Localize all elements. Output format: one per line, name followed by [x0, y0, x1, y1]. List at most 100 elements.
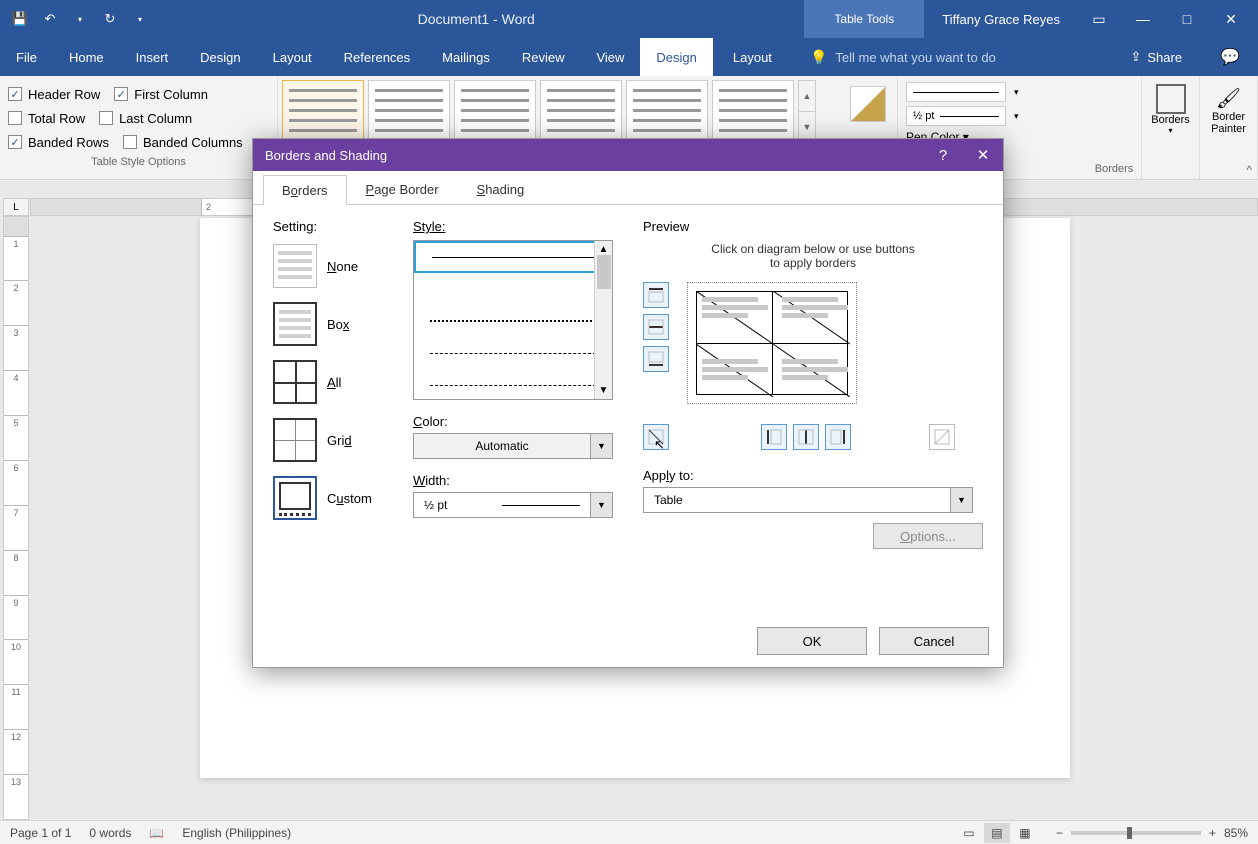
share-button[interactable]: ⇪ Share: [1110, 49, 1202, 65]
minimize-icon[interactable]: —: [1122, 0, 1164, 38]
check-banded-rows-label: Banded Rows: [28, 135, 109, 150]
scrollbar-thumb[interactable]: [597, 255, 611, 289]
table-style-thumb[interactable]: [454, 80, 536, 142]
zoom-thumb[interactable]: [1127, 827, 1132, 839]
status-words[interactable]: 0 words: [89, 826, 131, 840]
apply-to-dropdown-icon[interactable]: ▼: [950, 488, 972, 512]
tab-layout[interactable]: Layout: [257, 38, 328, 76]
user-name[interactable]: Tiffany Grace Reyes: [924, 12, 1078, 27]
pen-weight-combo[interactable]: ½ pt: [906, 106, 1006, 126]
qat-customize-icon[interactable]: ▾: [132, 11, 148, 27]
table-style-thumb[interactable]: [540, 80, 622, 142]
style-scrollbar[interactable]: ▲▼: [594, 241, 612, 399]
apply-to-combo[interactable]: Table▼: [643, 487, 973, 513]
table-style-thumb[interactable]: [626, 80, 708, 142]
view-web-icon[interactable]: ▦: [1012, 823, 1038, 843]
close-icon[interactable]: ✕: [1210, 0, 1252, 38]
check-header-row[interactable]: ✓Header Row: [8, 82, 100, 106]
check-last-column[interactable]: Last Column: [99, 106, 192, 130]
border-top-button[interactable]: [643, 282, 669, 308]
options-button[interactable]: Options...: [873, 523, 983, 549]
tab-references[interactable]: References: [328, 38, 426, 76]
check-banded-rows[interactable]: ✓Banded Rows: [8, 130, 109, 154]
border-diag-up-button[interactable]: [929, 424, 955, 450]
dialog-tab-shading[interactable]: Shading: [458, 174, 544, 204]
style-option-dotted[interactable]: [414, 305, 612, 337]
tab-view[interactable]: View: [580, 38, 640, 76]
color-combo[interactable]: Automatic▼: [413, 433, 613, 459]
setting-grid[interactable]: Grid: [273, 418, 413, 462]
ribbon-display-icon[interactable]: ▭: [1078, 0, 1120, 38]
border-style-sample[interactable]: [906, 82, 1006, 102]
style-listbox[interactable]: ▲▼: [413, 240, 613, 400]
style-option-blank[interactable]: [414, 273, 612, 305]
zoom-in-button[interactable]: +: [1209, 826, 1216, 840]
tell-me-input[interactable]: 💡 Tell me what you want to do: [792, 49, 1111, 66]
shading-icon[interactable]: [850, 86, 886, 122]
dialog-tab-borders[interactable]: Borders: [263, 175, 347, 205]
status-page[interactable]: Page 1 of 1: [10, 826, 71, 840]
undo-dropdown-icon[interactable]: ▾: [72, 11, 88, 27]
setting-grid-label: Grid: [327, 433, 352, 448]
ruler-corner[interactable]: L: [3, 198, 29, 216]
dialog-close-icon[interactable]: ✕: [963, 139, 1003, 171]
color-dropdown-icon[interactable]: ▼: [590, 434, 612, 458]
save-icon[interactable]: 💾: [12, 11, 28, 27]
style-option-dashdot[interactable]: [414, 369, 612, 401]
table-style-thumb[interactable]: [712, 80, 794, 142]
border-middle-h-button[interactable]: [643, 314, 669, 340]
setting-box[interactable]: Box: [273, 302, 413, 346]
zoom-slider[interactable]: [1071, 831, 1201, 835]
width-combo[interactable]: ½ pt▼: [413, 492, 613, 518]
check-first-column[interactable]: ✓First Column: [114, 82, 208, 106]
dialog-tab-page-border[interactable]: Page Border: [347, 174, 458, 204]
tab-mailings[interactable]: Mailings: [426, 38, 506, 76]
width-dropdown-icon[interactable]: ▼: [590, 493, 612, 517]
spell-check-icon[interactable]: 📖: [149, 826, 164, 840]
border-style-dropdown-icon[interactable]: ▾: [1014, 87, 1019, 98]
border-middle-v-button[interactable]: [793, 424, 819, 450]
style-option-dashed[interactable]: [414, 337, 612, 369]
view-read-icon[interactable]: ▭: [956, 823, 982, 843]
setting-all[interactable]: All: [273, 360, 413, 404]
scroll-up-icon[interactable]: ▲: [799, 81, 815, 112]
zoom-value[interactable]: 85%: [1224, 826, 1248, 840]
zoom-out-button[interactable]: −: [1056, 826, 1063, 840]
scroll-up-icon[interactable]: ▲: [599, 244, 609, 255]
view-print-icon[interactable]: ▤: [984, 823, 1010, 843]
borders-dropdown-icon[interactable]: ▾: [1168, 126, 1172, 135]
border-left-button[interactable]: [761, 424, 787, 450]
check-header-row-label: Header Row: [28, 87, 100, 102]
redo-icon[interactable]: ↻: [102, 11, 118, 27]
check-total-row[interactable]: Total Row: [8, 106, 85, 130]
undo-icon[interactable]: ↶: [42, 11, 58, 27]
border-diag-down-button[interactable]: ↖: [643, 424, 669, 450]
tab-insert[interactable]: Insert: [120, 38, 185, 76]
ribbon-collapse-icon[interactable]: ^: [1246, 163, 1252, 177]
setting-none[interactable]: None: [273, 244, 413, 288]
dialog-titlebar[interactable]: Borders and Shading ? ✕: [253, 139, 1003, 171]
tab-home[interactable]: Home: [53, 38, 120, 76]
style-option-solid[interactable]: [414, 241, 612, 273]
comments-icon[interactable]: 💬: [1202, 47, 1258, 67]
cancel-button[interactable]: Cancel: [879, 627, 989, 655]
border-right-button[interactable]: [825, 424, 851, 450]
pen-weight-dropdown-icon[interactable]: ▾: [1014, 111, 1019, 122]
tab-file[interactable]: File: [0, 38, 53, 76]
table-style-thumb[interactable]: [368, 80, 450, 142]
dialog-help-icon[interactable]: ?: [923, 139, 963, 171]
ok-button[interactable]: OK: [757, 627, 867, 655]
tab-design[interactable]: Design: [184, 38, 256, 76]
scroll-down-icon[interactable]: ▼: [599, 385, 609, 396]
maximize-icon[interactable]: □: [1166, 0, 1208, 38]
border-bottom-button[interactable]: [643, 346, 669, 372]
setting-custom[interactable]: Custom: [273, 476, 413, 520]
tab-table-design[interactable]: Design: [640, 38, 712, 76]
tab-table-layout[interactable]: Layout: [713, 38, 792, 76]
tab-review[interactable]: Review: [506, 38, 581, 76]
check-banded-columns[interactable]: Banded Columns: [123, 130, 243, 154]
table-style-thumb[interactable]: [282, 80, 364, 142]
vertical-ruler[interactable]: 1 2 3 4 5 6 7 8 9 10 11 12 13: [3, 216, 29, 820]
status-language[interactable]: English (Philippines): [182, 826, 291, 840]
preview-diagram[interactable]: [687, 282, 857, 404]
